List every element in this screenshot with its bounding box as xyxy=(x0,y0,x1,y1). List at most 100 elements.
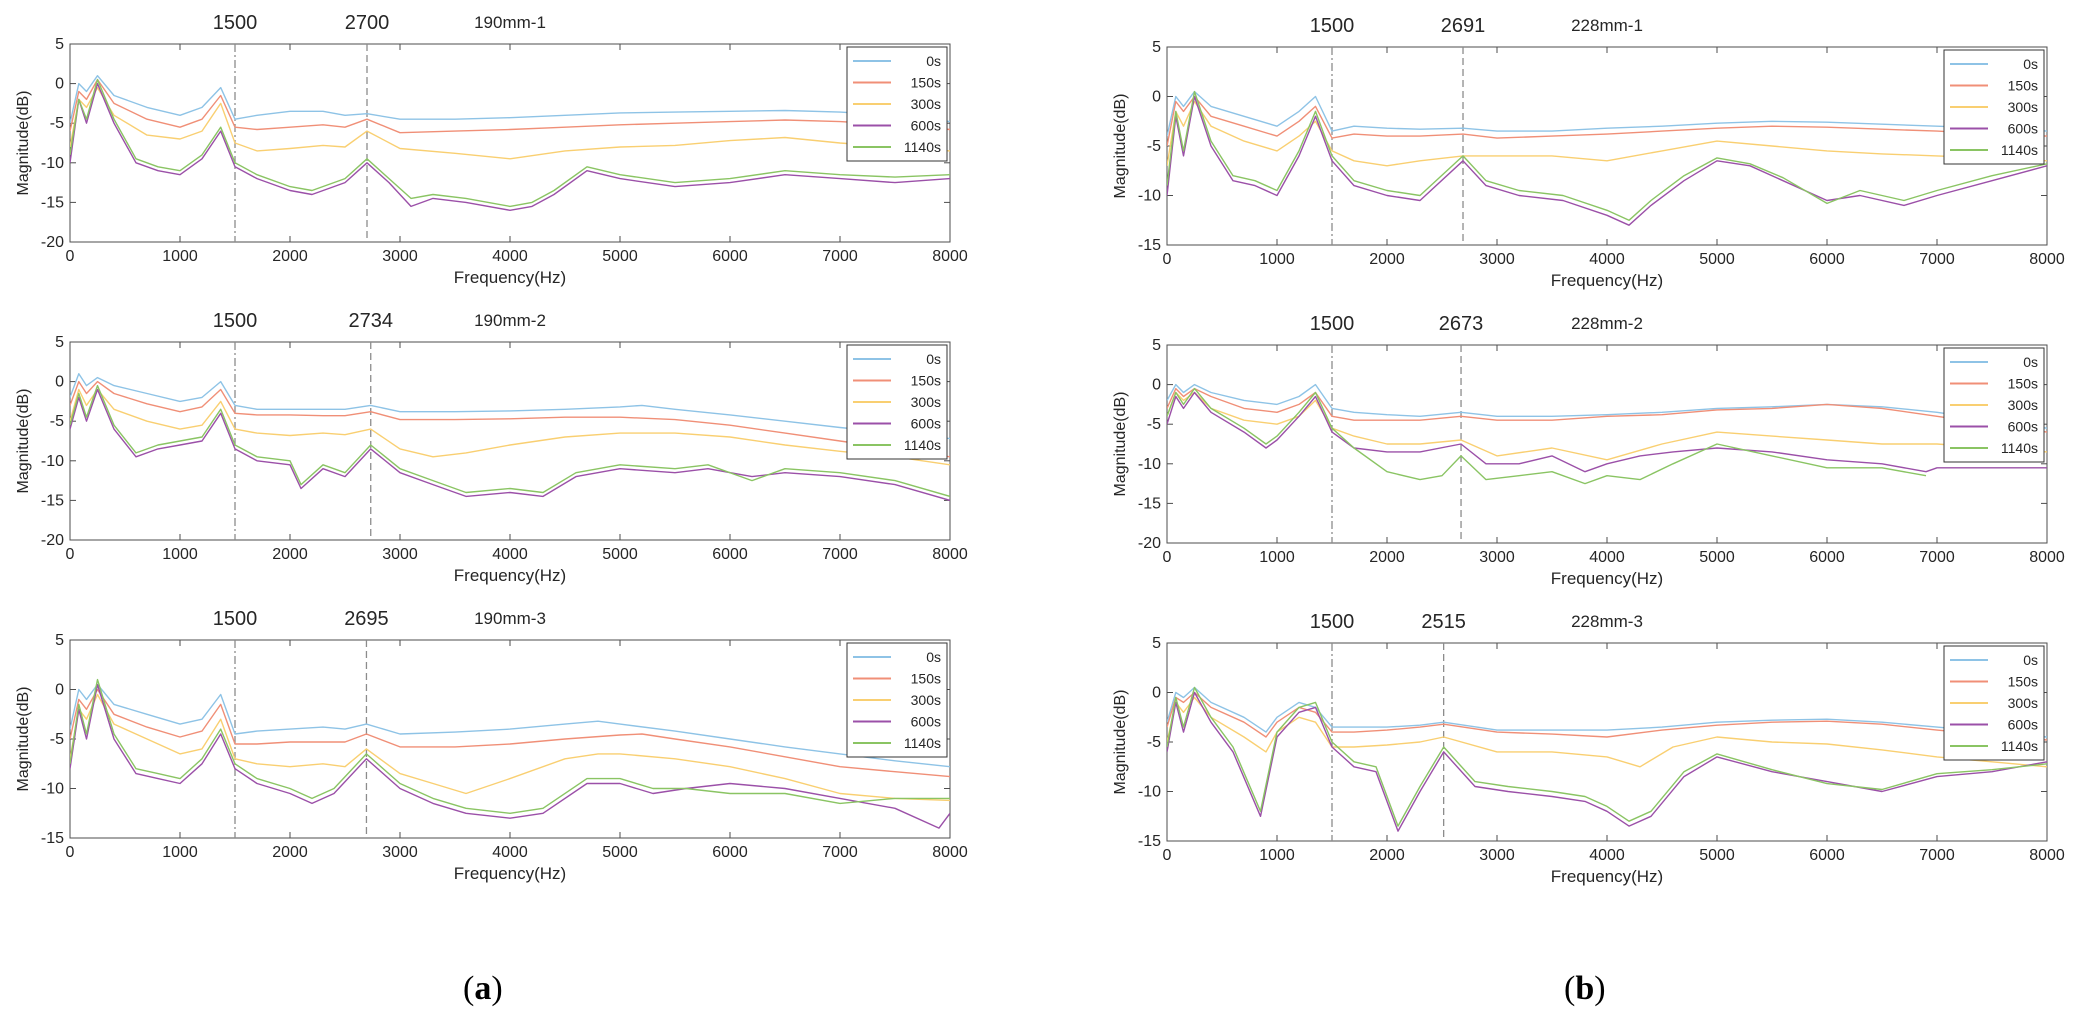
legend-label-300s: 300s xyxy=(2008,695,2038,711)
x-tick-label: 4000 xyxy=(492,248,528,265)
x-tick-label: 3000 xyxy=(382,546,418,563)
series-line-600s xyxy=(1167,691,2047,832)
series-line-300s xyxy=(70,388,950,466)
marker-label-2695: 2695 xyxy=(344,608,389,630)
series-group xyxy=(1167,383,2047,485)
legend-label-600s: 600s xyxy=(2008,717,2038,733)
plot-area xyxy=(69,43,951,243)
chart-panel-190mm-1: 0 1000 2000 3000 4000 5000 6000 7000 8000 5 0 -5 -10… xyxy=(15,12,968,287)
y-tick-label: -5 xyxy=(50,413,64,430)
x-tick-label: 4000 xyxy=(492,546,528,563)
plot-area xyxy=(1166,642,2048,842)
legend-label-0s: 0s xyxy=(926,53,941,69)
chart-title: 190mm-3 xyxy=(474,609,546,628)
series-line-0s xyxy=(70,373,950,440)
x-tick-label: 4000 xyxy=(1589,549,1625,566)
x-tick-label: 1000 xyxy=(162,248,198,265)
y-tick-label: -15 xyxy=(1138,495,1161,512)
legend-label-150s: 150s xyxy=(2008,78,2038,94)
x-tick-label: 7000 xyxy=(1919,847,1955,864)
series-line-1140s xyxy=(70,78,950,208)
x-tick-label: 8000 xyxy=(932,844,968,861)
series-line-1140s xyxy=(1167,686,2047,827)
y-tick-label: 0 xyxy=(55,76,64,93)
x-tick-label: 5000 xyxy=(602,546,638,563)
marker-label-2691: 2691 xyxy=(1441,15,1486,37)
series-line-1140s xyxy=(70,384,950,498)
x-tick-label: 0 xyxy=(66,844,75,861)
series-line-150s xyxy=(1167,387,2047,433)
x-axis-label: Frequency(Hz) xyxy=(454,566,566,585)
y-tick-label: 5 xyxy=(1152,635,1161,652)
series-line-300s xyxy=(70,86,950,160)
x-axis-label: Frequency(Hz) xyxy=(1551,867,1663,886)
chart-title: 190mm-2 xyxy=(474,311,546,330)
marker-label-1500: 1500 xyxy=(213,608,258,630)
x-tick-label: 5000 xyxy=(602,844,638,861)
x-tick-label: 6000 xyxy=(1809,847,1845,864)
marker-label-1500: 1500 xyxy=(213,12,258,34)
legend: 0s 150s 300s 600s 1140s xyxy=(846,344,948,460)
series-line-1140s xyxy=(1167,90,2047,222)
series-line-300s xyxy=(1167,696,2047,768)
x-tick-label: 7000 xyxy=(822,248,858,265)
x-tick-label: 0 xyxy=(66,248,75,265)
y-tick-label: -15 xyxy=(41,830,64,847)
x-tick-label: 8000 xyxy=(932,248,968,265)
legend-label-0s: 0s xyxy=(926,351,941,367)
legend-label-0s: 0s xyxy=(2023,56,2038,72)
marker-label-2700: 2700 xyxy=(345,12,390,34)
x-tick-label: 8000 xyxy=(2029,549,2065,566)
x-tick-label: 4000 xyxy=(492,844,528,861)
x-tick-label: 1000 xyxy=(1259,549,1295,566)
x-tick-label: 1000 xyxy=(162,844,198,861)
y-tick-label: -10 xyxy=(1138,784,1161,801)
x-tick-label: 5000 xyxy=(1699,549,1735,566)
x-tick-label: 5000 xyxy=(1699,251,1735,268)
chart-panel-228mm-3: 0 1000 2000 3000 4000 5000 6000 7000 8000 5 0 -5 -10… xyxy=(1112,611,2065,886)
legend-label-0s: 0s xyxy=(2023,652,2038,668)
series-line-600s xyxy=(1167,391,2047,473)
y-tick-label: -20 xyxy=(41,532,64,549)
series-group xyxy=(70,74,950,212)
series-line-600s xyxy=(70,388,950,502)
series-line-600s xyxy=(70,82,950,212)
legend: 0s 150s 300s 600s 1140s xyxy=(1943,645,2045,761)
chart-panel-228mm-1: 0 1000 2000 3000 4000 5000 6000 7000 8000 5 0 -5 -10… xyxy=(1112,15,2065,290)
plot-area xyxy=(69,639,951,839)
x-tick-label: 2000 xyxy=(1369,847,1405,864)
legend-label-1140s: 1140s xyxy=(904,735,941,751)
legend-label-150s: 150s xyxy=(2008,376,2038,392)
y-tick-label: -20 xyxy=(41,234,64,251)
legend: 0s 150s 300s 600s 1140s xyxy=(846,642,948,758)
y-tick-label: -10 xyxy=(41,155,64,172)
x-tick-label: 1000 xyxy=(1259,847,1295,864)
x-tick-label: 2000 xyxy=(1369,251,1405,268)
marker-label-1500: 1500 xyxy=(1310,15,1355,37)
x-tick-label: 3000 xyxy=(1479,549,1515,566)
marker-label-2673: 2673 xyxy=(1439,313,1484,335)
legend-label-300s: 300s xyxy=(911,692,941,708)
x-tick-label: 4000 xyxy=(1589,847,1625,864)
y-tick-label: 5 xyxy=(55,36,64,53)
legend-label-1140s: 1140s xyxy=(904,139,941,155)
x-tick-label: 0 xyxy=(1163,847,1172,864)
chart-panel-228mm-2: 0 1000 2000 3000 4000 5000 6000 7000 8000 5 0 -5 -10… xyxy=(1112,313,2065,588)
caption-a: (a) xyxy=(463,970,503,1007)
series-line-150s xyxy=(1167,691,2047,741)
marker-label-2515: 2515 xyxy=(1421,611,1466,633)
series-line-600s xyxy=(70,683,950,829)
chart-title: 190mm-1 xyxy=(474,13,546,32)
legend-label-1140s: 1140s xyxy=(904,437,941,453)
x-tick-label: 2000 xyxy=(1369,549,1405,566)
y-tick-label: -5 xyxy=(50,115,64,132)
y-tick-label: 5 xyxy=(55,632,64,649)
series-line-1140s xyxy=(70,678,950,814)
x-axis-label: Frequency(Hz) xyxy=(454,268,566,287)
y-tick-label: -5 xyxy=(1147,138,1161,155)
chart-title: 228mm-3 xyxy=(1571,612,1643,631)
legend-label-150s: 150s xyxy=(911,75,941,91)
series-group xyxy=(70,678,950,829)
legend-label-150s: 150s xyxy=(2008,674,2038,690)
